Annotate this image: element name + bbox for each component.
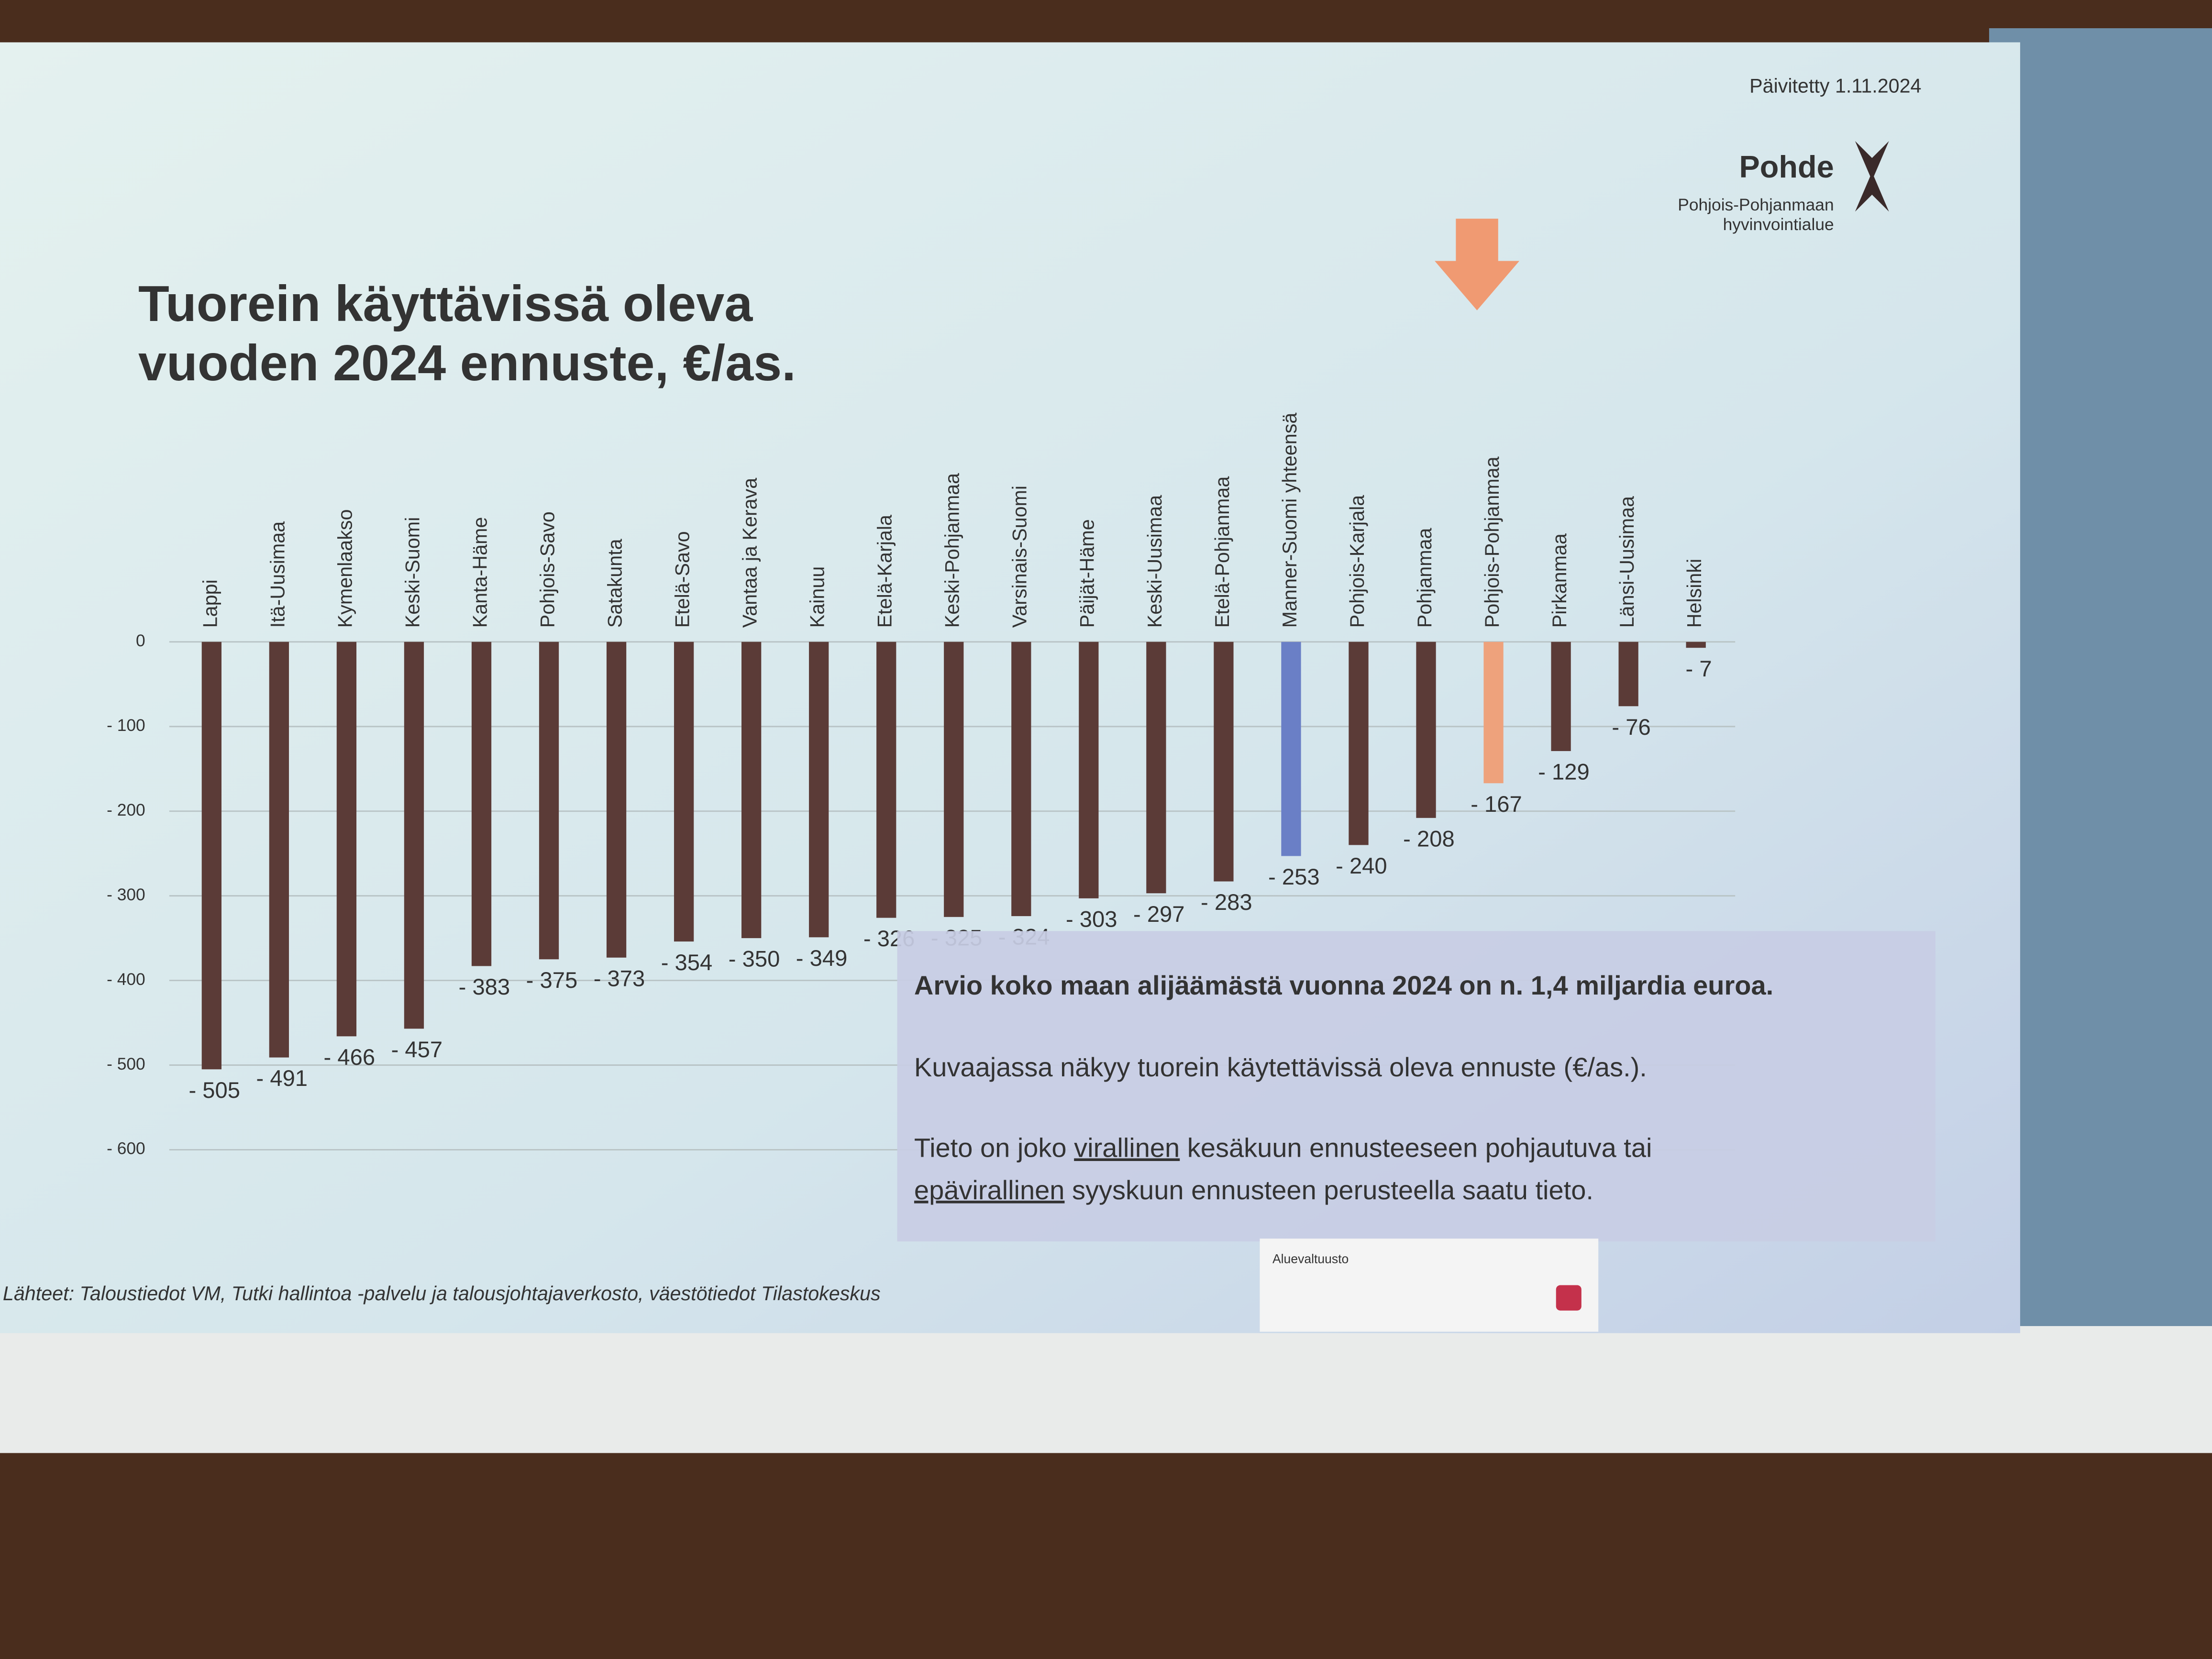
value-label: - 7 <box>1686 656 1712 681</box>
bar <box>1146 641 1166 894</box>
bar <box>944 641 964 917</box>
call-title: Aluevaltuusto <box>1272 1251 1349 1266</box>
bar <box>809 641 829 938</box>
x-tick-label: Kymenlaakso <box>334 509 356 628</box>
value-label: - 373 <box>594 965 645 991</box>
x-tick-label: Päijät-Häme <box>1076 519 1098 628</box>
logo-line: hyvinvointialue <box>1723 215 1834 234</box>
bar <box>1686 641 1706 648</box>
x-tick-label: Pohjois-Karjala <box>1346 495 1368 628</box>
x-tick-label: Pohjanmaa <box>1414 528 1436 628</box>
value-label: - 505 <box>188 1077 240 1103</box>
source: Lähteet: Taloustiedot VM, Tutki hallinto… <box>3 1283 881 1305</box>
bar <box>1551 641 1571 752</box>
x-tick-label: Lappi <box>199 579 221 628</box>
y-tick-label: - 600 <box>107 1139 145 1158</box>
bar <box>201 641 221 1070</box>
bar <box>336 641 357 1037</box>
note-headline: Arvio koko maan alijäämästä vuonna 2024 … <box>914 970 1773 1000</box>
updated-date: Päivitetty 1.11.2024 <box>1749 75 1921 97</box>
value-label: - 354 <box>661 950 713 975</box>
x-tick-label: Etelä-Savo <box>672 531 694 628</box>
bar <box>539 641 559 960</box>
value-label: - 283 <box>1201 889 1252 915</box>
bar <box>1483 641 1504 784</box>
chart-title: vuoden 2024 ennuste, €/as. <box>138 335 796 391</box>
x-tick-label: Itä-Uusimaa <box>266 521 288 628</box>
x-tick-label: Etelä-Karjala <box>874 515 896 628</box>
x-tick-label: Keski-Pohjanmaa <box>941 473 963 628</box>
x-tick-label: Länsi-Uusimaa <box>1616 496 1638 628</box>
x-tick-label: Varsinais-Suomi <box>1009 486 1031 628</box>
value-label: - 457 <box>391 1037 443 1062</box>
bar <box>741 641 762 939</box>
chart-title: Tuorein käyttävissä oleva <box>138 276 753 332</box>
value-label: - 383 <box>459 974 510 999</box>
x-tick-label: Pohjois-Pohjanmaa <box>1481 456 1503 628</box>
value-label: - 491 <box>256 1065 308 1091</box>
note-text: Kuvaajassa näkyy tuorein käytettävissä o… <box>914 1052 1647 1082</box>
bar <box>471 641 492 966</box>
x-tick-label: Manner-Suomi yhteensä <box>1279 413 1301 628</box>
bar <box>1079 641 1099 898</box>
note-box <box>897 931 1936 1242</box>
value-label: - 466 <box>324 1044 376 1070</box>
x-tick-label: Helsinki <box>1683 559 1705 628</box>
x-tick-label: Satakunta <box>604 539 626 628</box>
bar <box>1618 641 1638 707</box>
y-tick-label: - 100 <box>107 716 145 735</box>
value-label: - 375 <box>526 967 578 993</box>
value-label: - 349 <box>796 945 848 971</box>
logo-line: Pohjois-Pohjanmaan <box>1678 196 1834 214</box>
side-image <box>1989 28 2212 1327</box>
x-tick-label: Keski-Suomi <box>401 517 423 628</box>
logo-name: Pohde <box>1739 149 1834 184</box>
bar <box>674 641 694 942</box>
logo-mark <box>1855 141 1889 212</box>
bar <box>404 641 424 1029</box>
x-tick-label: Kanta-Häme <box>469 517 491 628</box>
value-label: - 76 <box>1612 714 1650 740</box>
x-tick-label: Keski-Uusimaa <box>1144 495 1166 628</box>
x-tick-label: Etelä-Pohjanmaa <box>1211 476 1233 628</box>
hangup-button[interactable] <box>1556 1285 1582 1311</box>
x-tick-label: Pirkanmaa <box>1548 533 1571 628</box>
x-tick-label: Kainuu <box>807 566 829 628</box>
bar <box>1214 641 1234 882</box>
value-label: - 253 <box>1268 864 1320 889</box>
value-label: - 129 <box>1538 759 1590 785</box>
y-tick-label: - 300 <box>107 885 145 904</box>
y-tick-label: - 500 <box>107 1055 145 1073</box>
call-widget <box>1260 1239 1599 1332</box>
value-label: - 167 <box>1471 791 1522 817</box>
note-text: epävirallinen syyskuun ennusteen peruste… <box>914 1175 1593 1205</box>
bar <box>1281 641 1301 856</box>
value-label: - 208 <box>1403 826 1455 851</box>
y-tick-label: 0 <box>136 631 145 650</box>
x-tick-label: Vantaa ja Kerava <box>739 478 761 628</box>
note-link: virallinen <box>1074 1132 1180 1162</box>
note-text: Tieto on joko virallinen kesäkuun ennust… <box>914 1132 1652 1162</box>
bar <box>1011 641 1031 917</box>
arrow <box>1435 219 1520 310</box>
x-tick-label: Pohjois-Savo <box>536 511 558 628</box>
bar <box>606 641 627 958</box>
note-part: Tieto on joko <box>914 1132 1074 1162</box>
value-label: - 240 <box>1336 853 1387 878</box>
plot: 0 - 100 - 200 - 300 - 400 - 500 - 600 Lappi - 50… <box>107 413 1736 1158</box>
bar <box>1349 641 1369 845</box>
bar <box>876 641 896 918</box>
y-tick-label: - 400 <box>107 970 145 989</box>
value-label: - 303 <box>1066 907 1117 932</box>
y-tick-label: - 200 <box>107 801 145 819</box>
note-part: syyskuun ennusteen perusteella saatu tie… <box>1064 1175 1593 1205</box>
note-link: epävirallinen <box>914 1175 1065 1205</box>
value-label: - 297 <box>1133 901 1185 927</box>
bar <box>1416 641 1436 818</box>
note-part: kesäkuun ennusteeseen pohjautuva tai <box>1180 1132 1652 1162</box>
value-label: - 350 <box>729 946 780 972</box>
bar <box>269 641 289 1058</box>
